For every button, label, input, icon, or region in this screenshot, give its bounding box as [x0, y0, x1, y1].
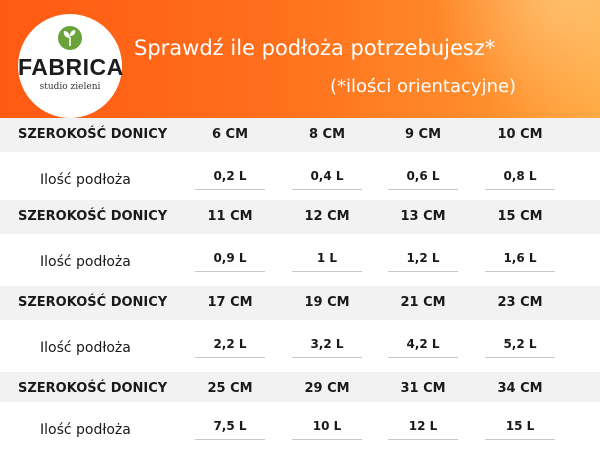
size-row: SZEROKOŚĆ DONICY 17 CM 19 CM 21 CM 23 CM	[0, 286, 600, 320]
amount-cell: 0,9 L	[195, 251, 265, 272]
size-row: SZEROKOŚĆ DONICY 6 CM 8 CM 9 CM 10 CM	[0, 118, 600, 152]
amount-row: Ilość podłoża 2,2 L 3,2 L 4,2 L 5,2 L	[0, 320, 600, 368]
size-cell: 34 CM	[497, 381, 543, 396]
size-cell: 21 CM	[400, 295, 446, 310]
brand-logo: FABRICA studio zieleni	[18, 14, 124, 118]
amount-row-label: Ilość podłoża	[40, 422, 131, 438]
size-row-label: SZEROKOŚĆ DONICY	[18, 209, 168, 224]
size-cell: 31 CM	[400, 381, 446, 396]
size-cell: 8 CM	[308, 127, 346, 142]
amount-cell: 1 L	[292, 251, 362, 272]
amount-row: Ilość podłoża 0,2 L 0,4 L 0,6 L 0,8 L	[0, 152, 600, 200]
amount-cell: 10 L	[292, 419, 362, 440]
amount-cell: 0,4 L	[292, 169, 362, 190]
amount-row-label: Ilość podłoża	[40, 172, 131, 188]
amount-cell: 15 L	[485, 419, 555, 440]
size-cell: 6 CM	[211, 127, 249, 142]
size-row-label: SZEROKOŚĆ DONICY	[18, 295, 168, 310]
size-cell: 17 CM	[207, 295, 253, 310]
size-row: SZEROKOŚĆ DONICY 11 CM 12 CM 13 CM 15 CM	[0, 200, 600, 234]
amount-cell: 0,6 L	[388, 169, 458, 190]
amount-cell: 3,2 L	[292, 337, 362, 358]
size-cell: 23 CM	[497, 295, 543, 310]
size-cell: 19 CM	[304, 295, 350, 310]
amount-row-label: Ilość podłoża	[40, 340, 131, 356]
amount-row-label: Ilość podłoża	[40, 254, 131, 270]
size-row-label: SZEROKOŚĆ DONICY	[18, 381, 168, 396]
amount-cell: 12 L	[388, 419, 458, 440]
size-cell: 11 CM	[207, 209, 253, 224]
size-cell: 15 CM	[497, 209, 543, 224]
page-title: Sprawdź ile podłoża potrzebujesz*	[134, 36, 496, 60]
amount-cell: 7,5 L	[195, 419, 265, 440]
page-subtitle: (*ilości orientacyjne)	[330, 76, 517, 97]
amount-cell: 1,2 L	[388, 251, 458, 272]
size-cell: 9 CM	[404, 127, 442, 142]
size-row: SZEROKOŚĆ DONICY 25 CM 29 CM 31 CM 34 CM	[0, 372, 600, 406]
amount-row: Ilość podłoża 7,5 L 10 L 12 L 15 L	[0, 402, 600, 450]
logo-tagline: studio zieleni	[39, 82, 101, 92]
amount-cell: 4,2 L	[388, 337, 458, 358]
size-cell: 10 CM	[497, 127, 543, 142]
size-row-label: SZEROKOŚĆ DONICY	[18, 127, 168, 142]
amount-cell: 0,8 L	[485, 169, 555, 190]
amount-row: Ilość podłoża 0,9 L 1 L 1,2 L 1,6 L	[0, 234, 600, 282]
header-banner: FABRICA studio zieleni Sprawdź ile podło…	[0, 0, 600, 118]
amount-cell: 1,6 L	[485, 251, 555, 272]
amount-cell: 0,2 L	[195, 169, 265, 190]
amount-cell: 5,2 L	[485, 337, 555, 358]
size-cell: 12 CM	[304, 209, 350, 224]
amount-cell: 2,2 L	[195, 337, 265, 358]
logo-brand-name: FABRICA	[18, 54, 124, 80]
size-cell: 25 CM	[207, 381, 253, 396]
size-cell: 13 CM	[400, 209, 446, 224]
size-cell: 29 CM	[304, 381, 350, 396]
leaf-icon	[58, 26, 82, 50]
